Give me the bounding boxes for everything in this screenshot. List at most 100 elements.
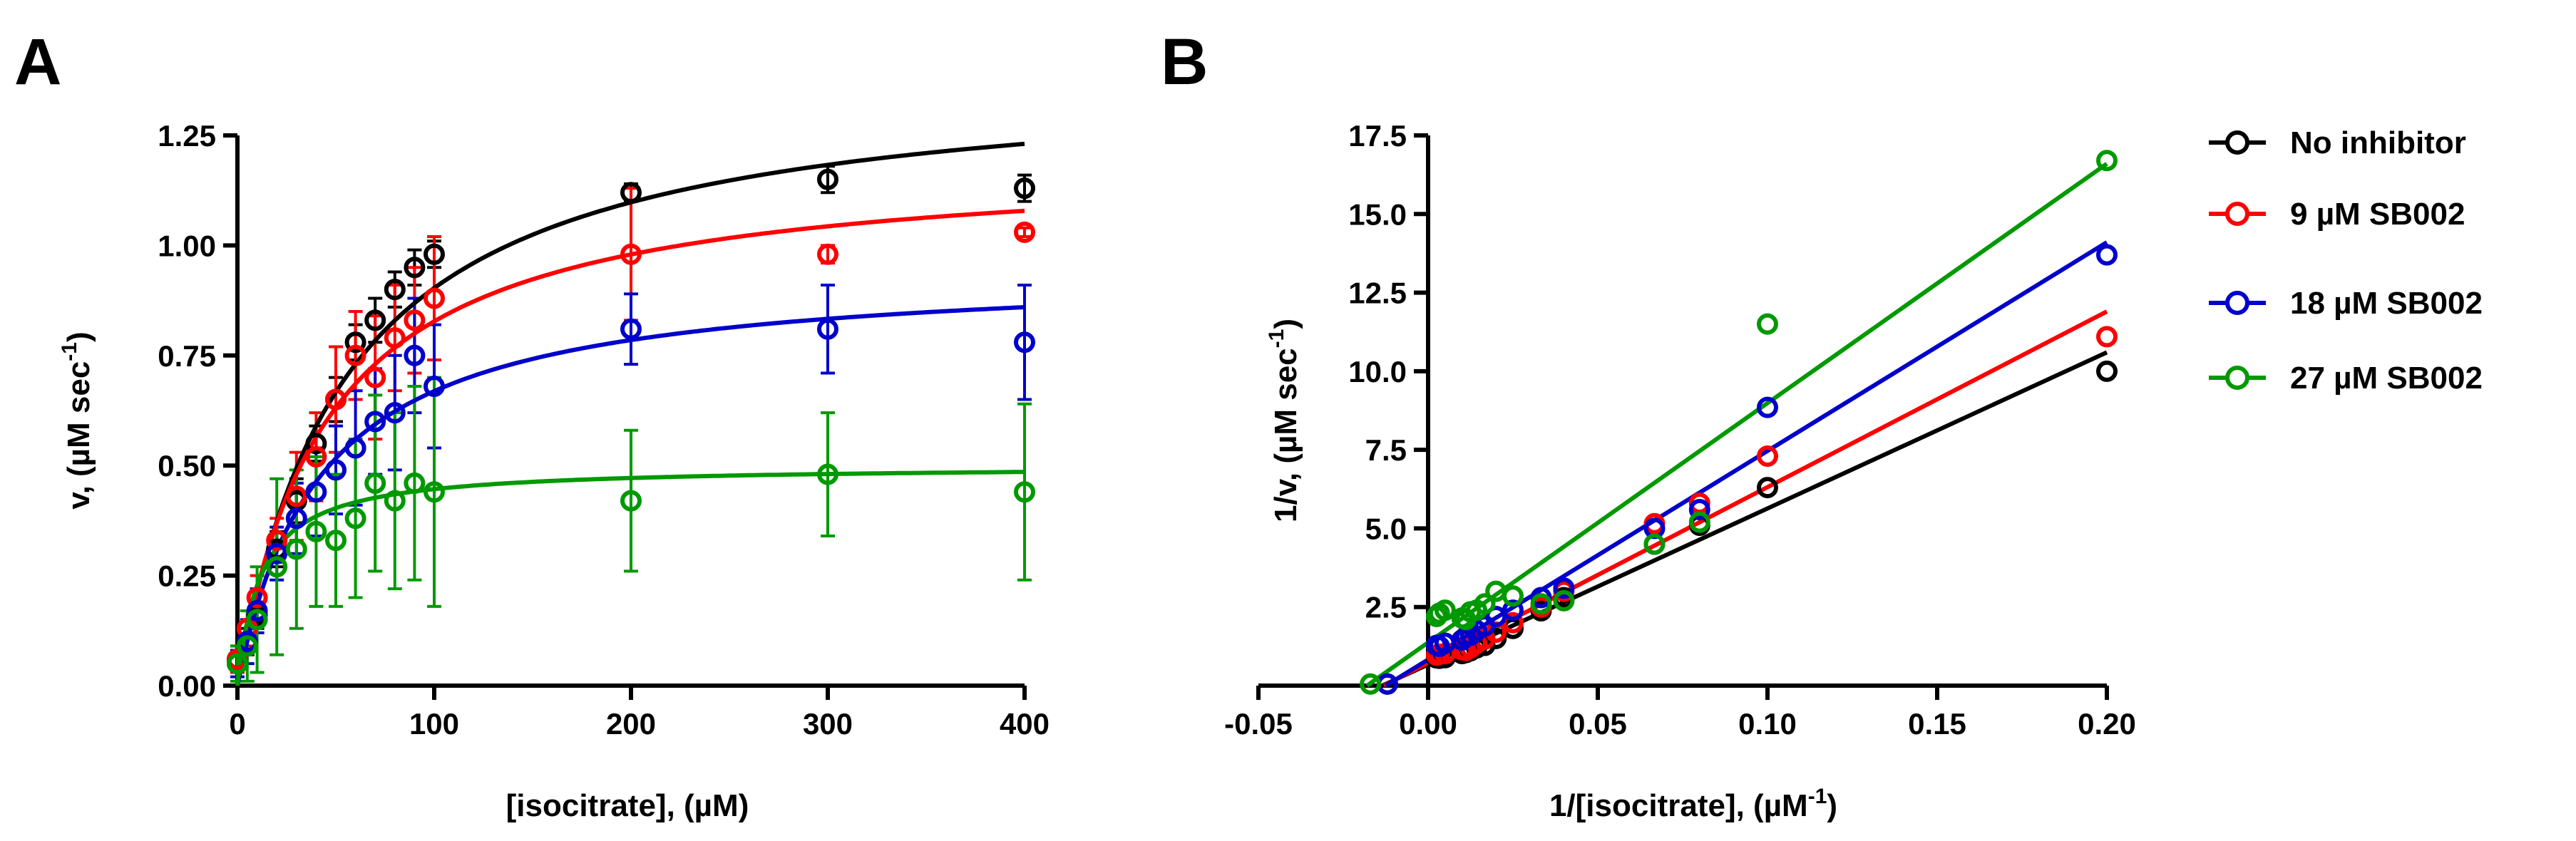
data-point-27-m-sb002 [246, 609, 268, 631]
data-point-27-m-sb002 [817, 463, 838, 485]
data-point-27-m-sb002 [1474, 593, 1496, 615]
data-point-18-m-sb002 [1502, 599, 1524, 621]
panel-b-chart: -0.05 0.00 0.05 0.10 0.15 0.20 2.5 5.0 7.5 10.0 12… [1224, 119, 2136, 741]
legend-marker-18um [2225, 291, 2249, 315]
data-point-27-m-sb002 [1688, 511, 1710, 533]
data-point-27-m-sb002 [384, 490, 406, 512]
legend-entry-27um: 27 µM SB002 [2209, 361, 2483, 396]
data-point-18-m-sb002 [364, 411, 386, 433]
legend-label-27um: 27 µM SB002 [2290, 361, 2483, 396]
panel-b-data-points [1360, 150, 2118, 695]
data-point-27-m-sb002 [344, 507, 366, 530]
panel-b-y-tick-label: 15.0 [1348, 197, 1407, 231]
data-point-27-m-sb002 [1553, 589, 1575, 612]
panel-a-y-axis-title: v, (µM sec-1) [58, 331, 96, 509]
data-point-18-m-sb002 [266, 542, 288, 564]
data-point-27-m-sb002 [285, 538, 307, 560]
data-point-18-m-sb002 [424, 376, 445, 398]
data-point-18-m-sb002 [1553, 577, 1575, 599]
data-point-no-inhibitor [1757, 477, 1778, 499]
data-point-18-m-sb002 [325, 459, 347, 481]
legend-entry-no-inhibitor: No inhibitor [2209, 125, 2466, 160]
panel-b-y-tick-label: 7.5 [1365, 433, 1407, 467]
data-point-18-m-sb002 [620, 318, 642, 340]
data-point-27-m-sb002 [266, 556, 288, 578]
data-point-18-m-sb002 [344, 437, 366, 459]
panel-b-y-tick-label: 17.5 [1348, 119, 1407, 153]
panel-b-x-tick-label: -0.05 [1224, 707, 1293, 741]
data-point-9-m-sb002 [620, 243, 642, 265]
data-point-18-m-sb002 [404, 344, 426, 366]
regression-line-18-m-sb002 [1384, 240, 2108, 688]
data-point-9-m-sb002 [305, 445, 327, 468]
data-point-27-m-sb002 [227, 653, 248, 675]
data-point-27-m-sb002 [2096, 150, 2118, 172]
panel-a-x-tick-label: 200 [606, 707, 656, 741]
data-point-9-m-sb002 [285, 485, 307, 507]
panel-b-x-tick-label: 0.10 [1738, 707, 1797, 741]
legend-label-no-inhibitor: No inhibitor [2290, 125, 2466, 160]
data-point-no-inhibitor [817, 168, 838, 190]
data-point-27-m-sb002 [1757, 313, 1778, 335]
data-point-9-m-sb002 [325, 388, 347, 411]
panel-a-y-axis-title-sup: -1 [58, 342, 81, 361]
panel-b-y-tick-label: 2.5 [1365, 591, 1407, 624]
panel-a-x-tick-label: 400 [1000, 707, 1050, 741]
legend-entry-9um: 9 µM SB002 [2209, 197, 2465, 232]
legend-label-9um: 9 µM SB002 [2290, 197, 2465, 232]
data-point-18-m-sb002 [1757, 396, 1778, 418]
data-point-18-m-sb002 [305, 481, 327, 503]
data-point-18-m-sb002 [384, 402, 406, 424]
panel-a-y-tick-label: 1.25 [158, 119, 216, 153]
data-point-18-m-sb002 [1688, 498, 1710, 520]
panel-b-y-axis-title-close: ) [1268, 319, 1303, 329]
data-point-27-m-sb002 [620, 490, 642, 512]
panel-b-y-tick-label: 5.0 [1365, 512, 1407, 545]
data-point-27-m-sb002 [236, 635, 258, 657]
panel-a-x-tick-label: 100 [409, 707, 459, 741]
data-point-18-m-sb002 [285, 507, 307, 530]
data-point-18-m-sb002 [2096, 244, 2118, 266]
panel-a-chart: 0 100 200 300 400 0.00 0.25 0.50 0.75 1.00 1.25 [158, 119, 1050, 741]
data-point-18-m-sb002 [246, 600, 268, 622]
data-point-9-m-sb002 [817, 243, 838, 265]
panel-b-y-tick-label: 12.5 [1348, 277, 1407, 310]
panel-a-y-tick-label: 0.50 [158, 449, 216, 483]
data-point-18-m-sb002 [1014, 331, 1035, 354]
data-point-27-m-sb002 [1502, 585, 1524, 607]
data-point-no-inhibitor [364, 309, 386, 331]
data-point-no-inhibitor [384, 279, 406, 301]
panel-a-y-tick-label: 1.00 [158, 229, 216, 262]
panel-a-y-tick-label: 0.00 [158, 669, 216, 703]
legend: No inhibitor 9 µM SB002 18 µM SB002 27 µ… [2209, 125, 2483, 396]
data-point-9-m-sb002 [1014, 221, 1035, 243]
panel-a-x-tick-label: 300 [803, 707, 853, 741]
panel-a-y-axis-title-main: v, (µM sec [61, 361, 96, 510]
panel-b-y-axis-title-sup: -1 [1265, 329, 1288, 349]
data-point-no-inhibitor [1014, 177, 1035, 200]
panel-b-y-axis-title: 1/v, (µM sec-1) [1265, 319, 1303, 522]
data-point-no-inhibitor [2096, 360, 2118, 382]
panel-a-error-bars [230, 165, 1032, 683]
data-point-27-m-sb002 [364, 472, 386, 494]
panel-b-x-axis-title-sup: -1 [1808, 785, 1827, 808]
data-point-9-m-sb002 [246, 587, 268, 609]
panel-label-b: B [1161, 26, 1208, 98]
panel-a-x-tick-label: 0 [229, 707, 245, 741]
panel-b-tick-labels: -0.05 0.00 0.05 0.10 0.15 0.20 2.5 5.0 7.5 10.0 12… [1224, 119, 2136, 741]
data-point-no-inhibitor [424, 243, 445, 265]
panel-b-x-axis-title-close: ) [1827, 788, 1837, 823]
data-point-27-m-sb002 [424, 481, 445, 503]
panel-a-axes [223, 133, 1027, 700]
data-point-27-m-sb002 [305, 520, 327, 542]
panel-b-y-tick-label: 10.0 [1348, 355, 1407, 388]
panel-a-x-axis-title: [isocitrate], (µM) [506, 788, 749, 823]
legend-marker-9um [2225, 202, 2249, 226]
data-point-27-m-sb002 [1530, 593, 1552, 615]
fit-curve-27-m-sb002 [235, 470, 1025, 686]
data-point-9-m-sb002 [2096, 326, 2118, 348]
panel-a-y-axis-title-close: ) [61, 331, 96, 342]
legend-marker-no-inhibitor [2225, 130, 2249, 155]
data-point-9-m-sb002 [1757, 445, 1778, 467]
data-point-9-m-sb002 [364, 366, 386, 388]
